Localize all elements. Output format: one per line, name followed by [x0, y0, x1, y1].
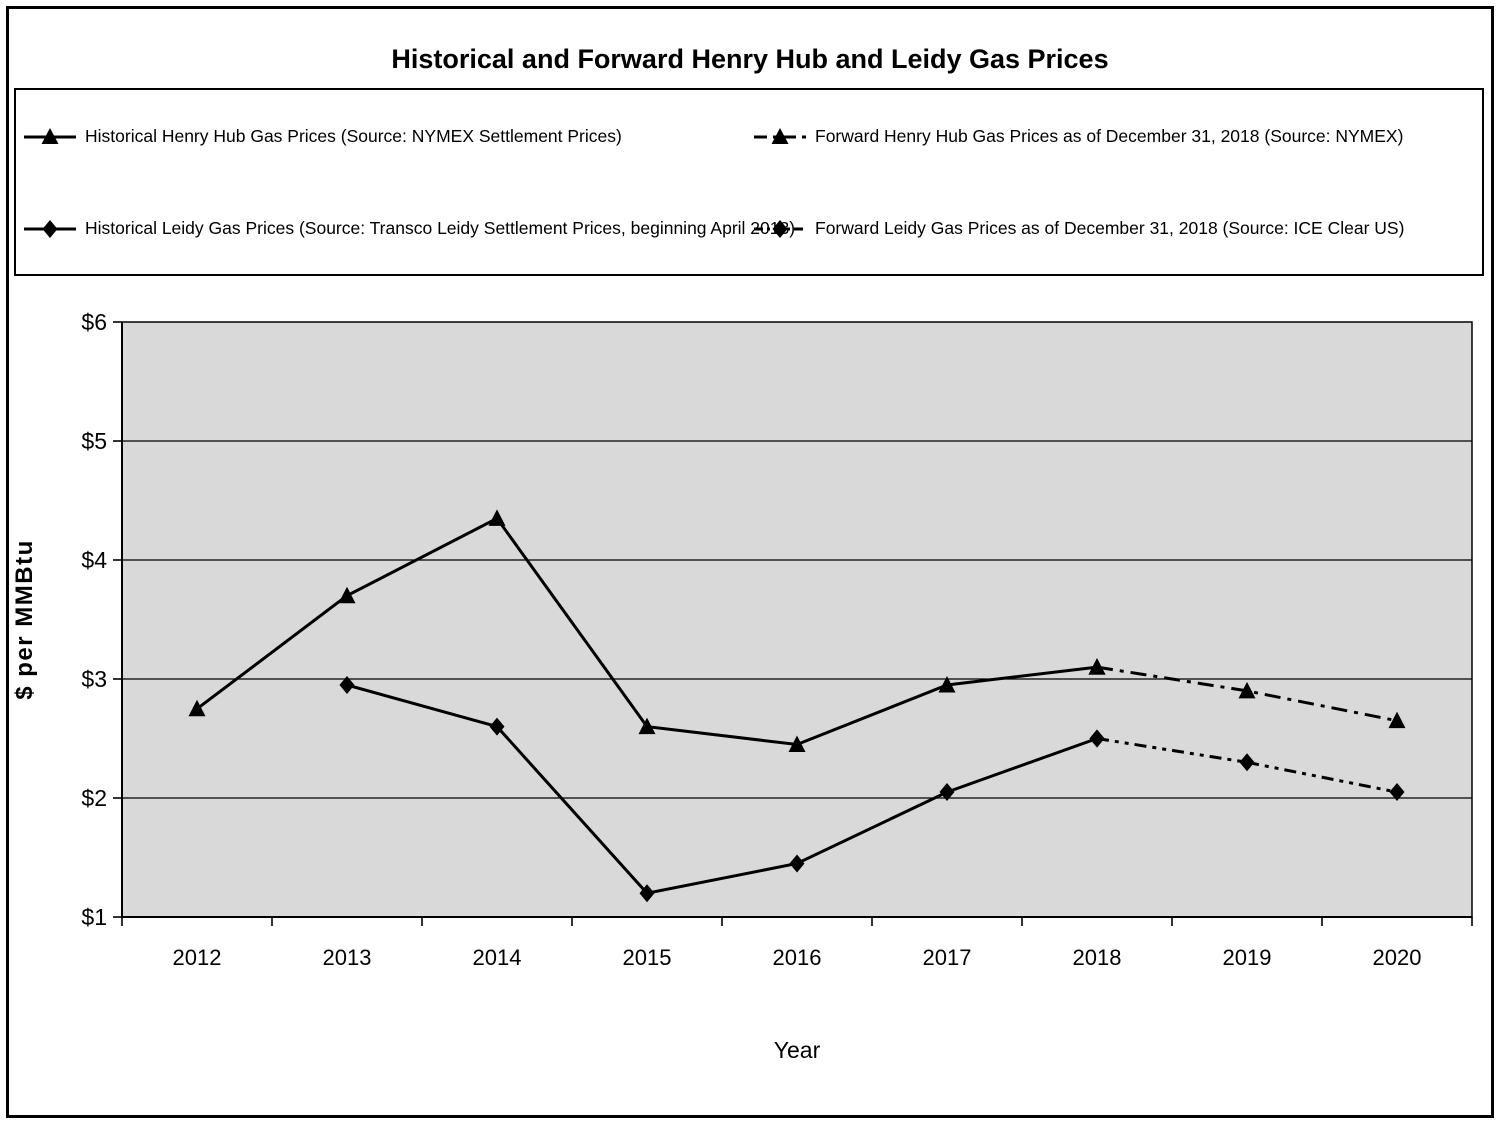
diamond-marker [639, 884, 655, 903]
triangle-marker [1088, 658, 1106, 675]
triangle-marker [938, 675, 956, 693]
series-line-2 [346, 683, 1098, 895]
y-tick-label: $3 [81, 666, 107, 692]
y-tick-label: $2 [81, 785, 107, 811]
triangle-marker [1388, 711, 1406, 729]
x-tick-label: 2012 [173, 945, 222, 970]
x-tick-label: 2017 [923, 945, 972, 970]
triangle-marker [638, 717, 656, 735]
triangle-marker [488, 509, 506, 526]
legend-item-forward-leidy: Forward Leidy Gas Prices as of December … [754, 218, 1404, 239]
triangle-marker [188, 699, 206, 717]
legend-label-historical-henry-hub: Historical Henry Hub Gas Prices (Source:… [85, 126, 622, 146]
solid-line-triangle-marker-icon [24, 127, 76, 144]
legend-item-forward-henry-hub: Forward Henry Hub Gas Prices as of Decem… [754, 126, 1403, 147]
y-tick-label: $4 [81, 547, 107, 573]
triangle-marker [338, 586, 356, 604]
y-axis-title: $ per MMBtu [11, 539, 38, 700]
diamond-marker [1239, 753, 1255, 772]
x-tick-label: 2014 [473, 945, 522, 970]
y-tick-label: $1 [81, 904, 107, 930]
x-tick-label: 2020 [1373, 945, 1422, 970]
x-tick-label: 2015 [623, 945, 672, 970]
dash-dot-line-diamond-marker-icon [754, 219, 806, 238]
chart-title: Historical and Forward Henry Hub and Lei… [391, 44, 1109, 74]
plot-area [121, 321, 1473, 918]
legend-item-historical-leidy: Historical Leidy Gas Prices (Source: Tra… [24, 218, 795, 239]
chart-outer-border [6, 6, 1494, 1118]
diamond-marker [1089, 729, 1105, 748]
diamond-marker [1389, 783, 1405, 802]
diamond-marker [939, 783, 955, 802]
triangle-marker [1238, 681, 1256, 699]
solid-line-diamond-marker-icon [24, 219, 76, 238]
legend-item-historical-henry-hub: Historical Henry Hub Gas Prices (Source:… [24, 126, 622, 147]
y-tick-label: $5 [81, 428, 107, 454]
legend-label-forward-henry-hub: Forward Henry Hub Gas Prices as of Decem… [815, 126, 1404, 146]
diamond-marker [489, 717, 505, 736]
diamond-marker [789, 854, 805, 873]
diamond-marker [339, 675, 355, 694]
legend-label-forward-leidy: Forward Leidy Gas Prices as of December … [815, 218, 1405, 238]
x-tick-label: 2016 [773, 945, 822, 970]
x-tick-label: 2013 [323, 945, 372, 970]
x-tick-label: 2018 [1073, 945, 1122, 970]
dashed-line-triangle-marker-icon [754, 127, 806, 144]
chart-legend: Historical Henry Hub Gas Prices (Source:… [14, 88, 1484, 276]
legend-label-historical-leidy: Historical Leidy Gas Prices (Source: Tra… [85, 218, 796, 238]
x-axis-title: Year [774, 1037, 821, 1063]
x-tick-label: 2019 [1223, 945, 1272, 970]
triangle-marker [788, 735, 806, 752]
y-tick-label: $6 [81, 309, 107, 335]
